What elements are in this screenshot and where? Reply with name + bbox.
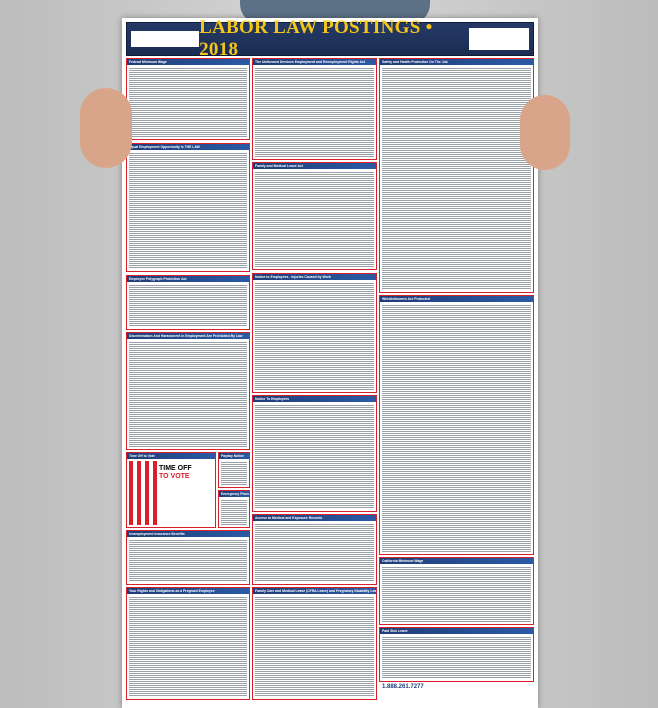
section-body (221, 499, 247, 525)
footer-phone: 1.888.261.7277 (382, 684, 424, 690)
poster-section: Paid Sick Leave (379, 627, 534, 682)
section-title: Family and Medical Leave Act (253, 163, 376, 169)
section-body (382, 566, 531, 622)
section-title: Unemployment Insurance Benefits (127, 531, 249, 537)
section-body (129, 341, 247, 447)
poster-section: Emergency Phone Numbers (218, 490, 250, 528)
section-title: Your Rights and Obligations as a Pregnan… (127, 588, 249, 594)
section-body (255, 171, 374, 267)
section-title: Equal Employment Opportunity Is THE LAW (127, 144, 249, 150)
qr-code (131, 31, 200, 47)
section-body (221, 461, 247, 485)
poster-header: LABOR LAW POSTINGS • 2018 (126, 17, 534, 60)
section-title: Employee Polygraph Protection Act (127, 276, 249, 282)
poster-section: Safety and Health Protection On The Job (379, 58, 534, 293)
poster-section: Equal Employment Opportunity Is THE LAW (126, 143, 250, 272)
poster-section: Discrimination And Harassment In Employm… (126, 332, 250, 450)
left-hand (80, 88, 132, 168)
labor-law-poster: LABOR LAW POSTINGS • 2018 Federal Minimu… (122, 17, 538, 708)
poster-section: Unemployment Insurance Benefits (126, 530, 250, 585)
poster-section: California Minimum Wage (379, 557, 534, 625)
poster-title: LABOR LAW POSTINGS • 2018 (199, 17, 433, 60)
section-title: Paid Sick Leave (380, 628, 533, 634)
poster-section: Your Rights and Obligations as a Pregnan… (126, 587, 250, 700)
section-title: Notice to Employees - Injuries Caused by… (253, 274, 376, 280)
section-title: Whistleblowers Are Protected (380, 296, 533, 302)
poster-section: Notice To Employees (252, 395, 377, 512)
section-body (255, 282, 374, 390)
section-title: Emergency Phone Numbers (219, 491, 249, 497)
section-body (129, 67, 247, 137)
poster-section: Whistleblowers Are Protected (379, 295, 534, 555)
section-title: Family Care and Medical Leave (CFRA Leav… (253, 588, 376, 594)
vote-line2: TO VOTE (159, 473, 190, 480)
poster-section: Federal Minimum Wage (126, 58, 250, 140)
section-title: Discrimination And Harassment In Employm… (127, 333, 249, 339)
section-body (382, 304, 531, 552)
vote-heading: TIME OFF TO VOTE (159, 465, 192, 481)
section-body (129, 596, 247, 697)
section-body (382, 67, 531, 290)
poster-section: The Uniformed Services Employment and Re… (252, 58, 377, 160)
poster-section: Family Care and Medical Leave (CFRA Leav… (252, 587, 377, 700)
section-title: Time Off to Vote (127, 453, 215, 459)
section-body (255, 404, 374, 509)
section-body (129, 284, 247, 327)
poster-section: Payday Notice (218, 452, 250, 488)
vote-line1: TIME OFF (159, 465, 192, 472)
section-title: California Minimum Wage (380, 558, 533, 564)
section-body (255, 67, 374, 157)
poster-section: Employee Polygraph Protection Act (126, 275, 250, 330)
section-title: Federal Minimum Wage (127, 59, 249, 65)
section-title: Access to Medical and Exposure Records (253, 515, 376, 521)
section-title: Notice To Employees (253, 396, 376, 402)
section-body (129, 539, 247, 582)
section-body (129, 152, 247, 269)
section-body (382, 636, 531, 679)
poster-section: Time Off to Vote TIME OFF TO VOTE (126, 452, 216, 528)
poster-section: Family and Medical Leave Act (252, 162, 377, 270)
ballot-box-graphic (129, 461, 157, 525)
right-hand (520, 95, 570, 170)
poster-section: Access to Medical and Exposure Records (252, 514, 377, 585)
compliance-badge (468, 28, 529, 50)
section-body (255, 523, 374, 582)
section-title: The Uniformed Services Employment and Re… (253, 59, 376, 65)
section-title: Payday Notice (219, 453, 249, 459)
section-body (255, 596, 374, 697)
poster-section: Notice to Employees - Injuries Caused by… (252, 273, 377, 393)
section-title: Safety and Health Protection On The Job (380, 59, 533, 65)
